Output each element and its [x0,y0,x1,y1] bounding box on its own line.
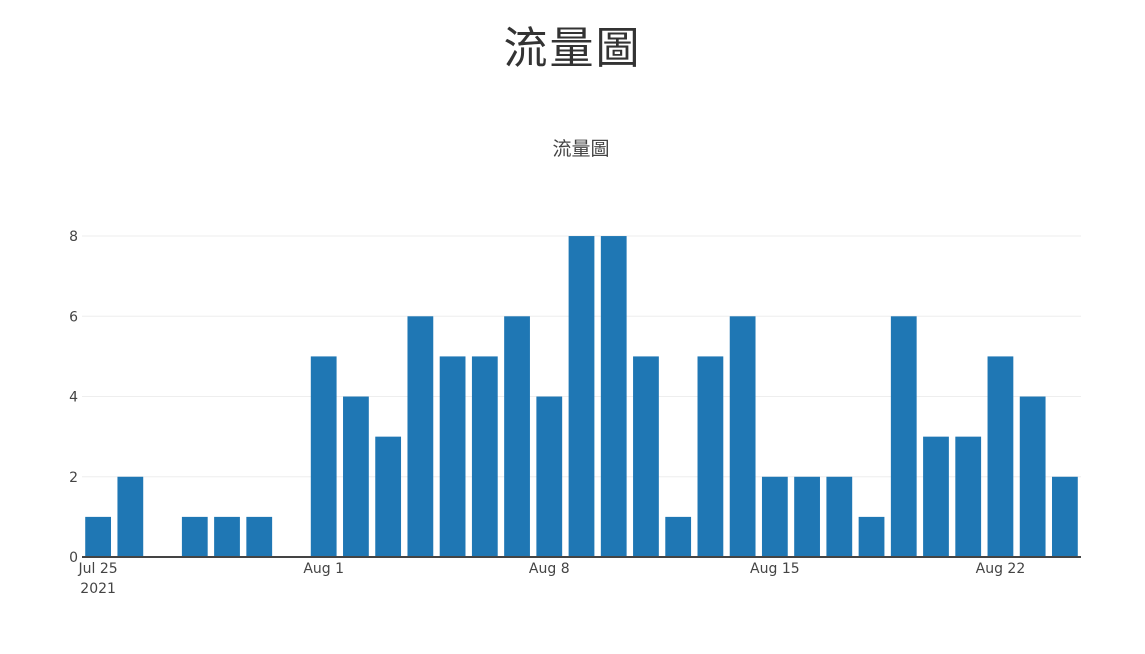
y-tick-label: 4 [69,390,78,406]
bar [117,476,144,557]
y-tick-label: 0 [69,550,78,566]
bar [923,436,949,557]
x-tick-label: Aug 1 [303,561,344,577]
bar [729,316,756,557]
bar [504,316,530,557]
bar [761,476,788,557]
bar [85,516,112,557]
bar [407,316,434,557]
x-tick-label: Aug 8 [529,561,570,577]
bar [471,356,498,557]
bar [1019,396,1046,557]
x-tick-label: Aug 22 [976,561,1026,577]
bar [181,516,208,557]
axes: 0 2 4 6 8 Jul 25 2021 Aug 1 Aug 8 Aug 15 Aug 22 [69,229,1081,597]
x-tick-label: Aug 15 [750,561,800,577]
bar [794,476,820,557]
bar [1051,476,1078,557]
bar [343,396,369,557]
x-tick-sublabel: 2021 [80,581,116,597]
y-tick-label: 8 [69,229,78,245]
y-tick-label: 6 [69,309,78,325]
bar [987,356,1014,557]
bar [858,516,885,557]
bar [600,236,627,557]
bar [955,436,982,557]
bar [439,356,466,557]
bar [375,436,402,557]
bar [890,316,917,557]
bar [633,356,659,557]
bar [536,396,563,557]
bar [246,516,273,557]
bar [310,356,337,557]
page-title: 流量圖 [503,23,642,74]
x-tick-label: Jul 25 [78,561,118,577]
bar [697,356,724,557]
bar [214,516,240,557]
bar [826,476,853,557]
bar [665,516,692,557]
chart-title: 流量圖 [552,138,609,160]
y-tick-label: 2 [69,470,78,486]
bars [85,236,1078,557]
bar [568,236,595,557]
